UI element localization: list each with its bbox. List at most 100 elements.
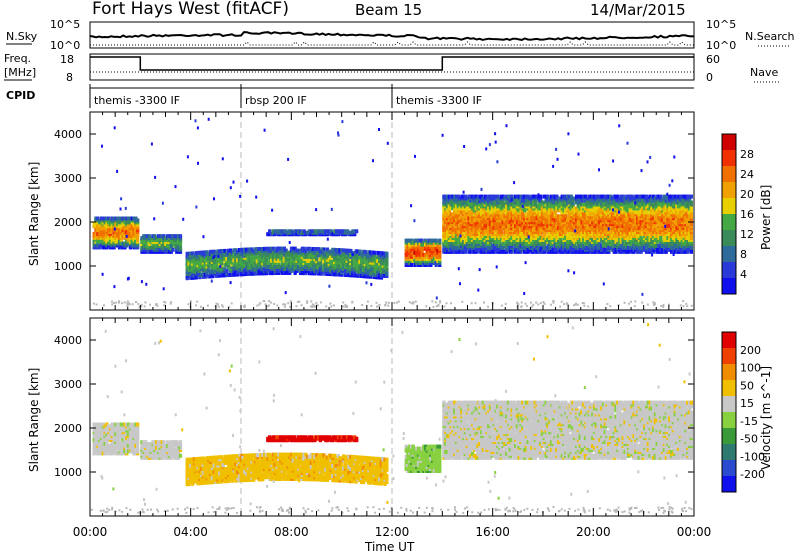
- scatter-cell: [192, 253, 197, 258]
- scatter-cell: [252, 253, 256, 258]
- scatter-cell: [320, 229, 324, 234]
- scatter-cell: [356, 269, 360, 274]
- scatter-cell: [469, 238, 473, 242]
- scatter-cell: [361, 268, 366, 273]
- scatter-cell: [347, 230, 351, 235]
- scatter-cell: [517, 214, 521, 219]
- scatter-cell: [553, 238, 557, 242]
- scatter-cell: [485, 212, 489, 217]
- scatter-cell: [134, 216, 138, 221]
- scatter-cell: [408, 261, 412, 265]
- scatter-cell: [370, 266, 375, 271]
- scatter-cell: [488, 194, 493, 199]
- scatter-cell: [271, 246, 276, 251]
- scatter-cell: [540, 212, 545, 217]
- scatter-cell: [200, 273, 204, 277]
- scatter-cell: [307, 246, 312, 251]
- scatter-cell: [351, 259, 355, 264]
- scatter-cell: [236, 250, 240, 255]
- scatter-cell: [603, 247, 607, 252]
- scatter-cell: [219, 251, 224, 256]
- scatter-cell: [460, 238, 464, 242]
- scatter-cell: [343, 268, 348, 273]
- scatter-cell: [223, 267, 227, 272]
- scatter-cell: [585, 239, 589, 244]
- scatter-cell: [456, 245, 460, 250]
- scatter-cell: [465, 226, 469, 231]
- scatter-cell: [532, 224, 536, 229]
- scatter-cell: [164, 236, 168, 241]
- scatter-cell: [515, 194, 520, 199]
- scatter-cell: [478, 218, 482, 223]
- scatter-cell: [497, 196, 502, 201]
- scatter-cell: [354, 249, 358, 254]
- scatter-cell: [424, 254, 428, 259]
- scatter-cell: [273, 229, 277, 234]
- scatter-cell: [374, 256, 378, 261]
- scatter-cell: [185, 251, 189, 256]
- scatter-cell: [438, 240, 442, 245]
- scatter-cell: [277, 271, 281, 275]
- scatter-cell: [173, 243, 177, 248]
- scatter-cell: [219, 269, 224, 274]
- scatter-cell: [372, 264, 376, 269]
- scatter-cell: [239, 268, 243, 273]
- scatter-cell: [354, 273, 358, 278]
- scatter-cell: [234, 258, 238, 263]
- scatter-cell: [374, 275, 378, 280]
- scatter-cell: [270, 250, 274, 255]
- scatter-cell: [605, 220, 609, 225]
- scatter-cell: [227, 252, 231, 257]
- scatter-cell: [336, 252, 340, 257]
- scatter-cell: [517, 220, 521, 225]
- scatter-cell: [567, 222, 572, 227]
- scatter-cell: [236, 258, 240, 263]
- scatter-cell: [553, 222, 557, 227]
- scatter-cell: [297, 229, 301, 234]
- scatter-cell: [311, 263, 315, 268]
- scatter-cell: [503, 196, 507, 201]
- scatter-cell: [537, 204, 541, 209]
- scatter-cell: [456, 194, 460, 199]
- scatter-cell: [573, 234, 577, 238]
- scatter-cell: [169, 234, 173, 239]
- scatter-cell: [585, 226, 589, 231]
- scatter-cell: [286, 230, 290, 235]
- scatter-cell: [187, 257, 191, 262]
- scatter-cell: [549, 214, 554, 219]
- scatter-cell: [623, 206, 627, 211]
- scatter-cell: [114, 222, 118, 227]
- scatter-cell: [573, 206, 577, 211]
- scatter-cell: [503, 230, 507, 235]
- scatter-cell: [546, 234, 550, 238]
- scatter-cell: [614, 234, 618, 238]
- scatter-cell: [575, 249, 579, 254]
- scatter-cell: [469, 210, 473, 215]
- scatter-cell: [370, 260, 375, 265]
- scatter-cell: [295, 232, 299, 237]
- scatter-cell: [431, 258, 435, 263]
- scatter-cell: [293, 256, 297, 261]
- scatter-cell: [205, 250, 209, 255]
- scatter-cell: [420, 254, 424, 259]
- scatter-cell: [573, 196, 577, 201]
- scatter-cell: [569, 245, 573, 250]
- scatter-cell: [291, 258, 295, 263]
- scatter-cell: [278, 229, 283, 234]
- scatter-cell: [253, 263, 258, 268]
- scatter-cell: [501, 200, 505, 205]
- scatter-cell: [126, 216, 131, 221]
- scatter-cell: [449, 212, 453, 217]
- scatter-cell: [335, 229, 339, 234]
- scatter-cell: [114, 216, 118, 221]
- scatter-cell: [462, 236, 466, 240]
- scatter-cell: [327, 229, 332, 234]
- scatter-cell: [144, 234, 148, 239]
- scatter-cell: [309, 232, 313, 237]
- scatter-cell: [372, 258, 376, 263]
- scatter-cell: [259, 257, 263, 262]
- scatter-cell: [385, 270, 389, 274]
- scatter-cell: [551, 194, 555, 199]
- scatter-cell: [354, 255, 358, 260]
- scatter-cell: [411, 246, 415, 251]
